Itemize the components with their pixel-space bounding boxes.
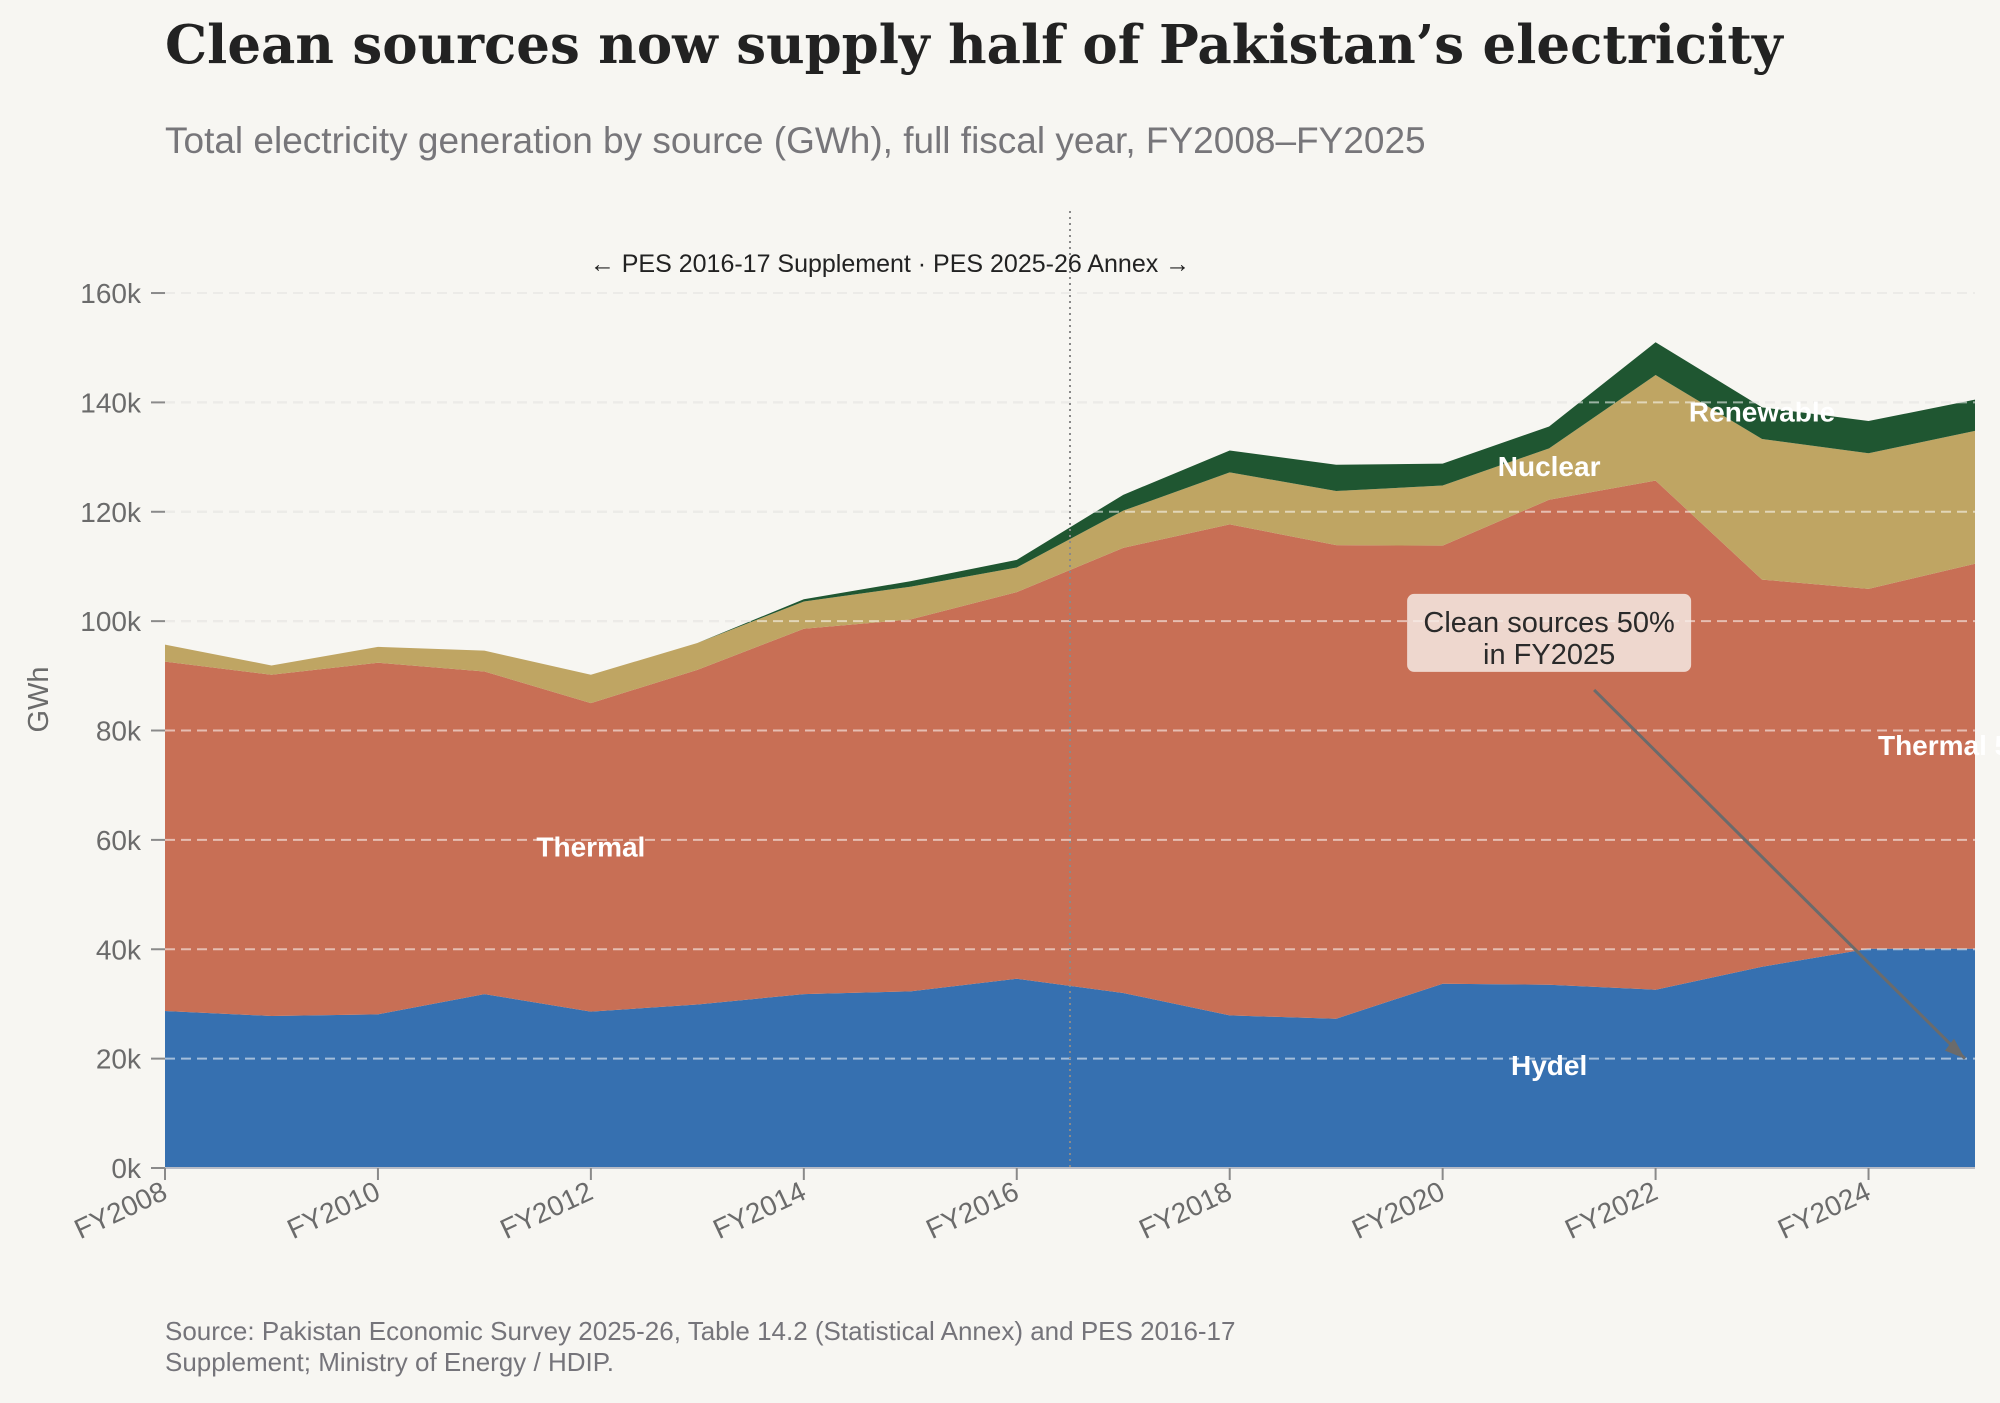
y-tick-label-7: 140k [80, 387, 142, 418]
callout-box [1407, 593, 1692, 672]
area-series [165, 342, 1975, 1168]
callout-arrowhead [1945, 1038, 1965, 1059]
x-tick-label-2: FY2012 [495, 1175, 597, 1245]
area-label-0: Thermal [536, 831, 645, 862]
y-tick-label-1: 20k [96, 1044, 142, 1075]
y-tick-label-0: 0k [111, 1153, 142, 1184]
y-tick-label-3: 60k [96, 825, 142, 856]
source-line-1: Source: Pakistan Economic Survey 2025-26… [165, 1316, 1236, 1346]
y-tick-label-2: 40k [96, 934, 142, 965]
callout-text-line-1: in FY2025 [1483, 639, 1615, 671]
source-break-label: ← PES 2016-17 Supplement · PES 2025-26 A… [590, 250, 1190, 278]
x-tick-label-5: FY2018 [1134, 1175, 1236, 1245]
y-tick-label-5: 100k [80, 606, 142, 637]
callout-arrow-line [1593, 688, 1967, 1060]
callout-text-line-0: Clean sources 50% [1423, 607, 1674, 639]
y-tick-label-6: 120k [80, 497, 142, 528]
x-tick-label-4: FY2016 [921, 1175, 1023, 1245]
x-tick-label-7: FY2022 [1560, 1175, 1662, 1245]
y-tick-label-8: 160k [80, 278, 142, 309]
source-line-2: Supplement; Ministry of Energy / HDIP. [165, 1347, 614, 1377]
x-tick-label-1: FY2010 [282, 1175, 384, 1245]
x-tick-label-3: FY2014 [708, 1175, 810, 1245]
chart-title: Clean sources now supply half of Pakista… [165, 14, 1783, 76]
area-labels: Thermal Hydel Nuclear Renewable Thermal 50% C… [536, 397, 2000, 1081]
area-label-1: Hydel [1511, 1050, 1587, 1081]
source-note: Source: Pakistan Economic Survey 2025-26… [165, 1316, 1235, 1378]
area-label-2: Nuclear [1498, 451, 1601, 482]
x-tick-label-8: FY2024 [1773, 1175, 1875, 1245]
x-tick-label-6: FY2020 [1347, 1175, 1449, 1245]
y-axis-label: GWh [23, 666, 55, 732]
chart-subtitle: Total electricity generation by source (… [165, 120, 1426, 161]
x-tick-label-0: FY2008 [70, 1175, 172, 1245]
area-label-4: Thermal 50% [1878, 730, 2000, 761]
overlay: ← PES 2016-17 Supplement · PES 2025-26 A… [165, 211, 1975, 1168]
y-tick-label-4: 80k [96, 716, 142, 747]
area-label-3: Renewable [1689, 397, 1835, 428]
